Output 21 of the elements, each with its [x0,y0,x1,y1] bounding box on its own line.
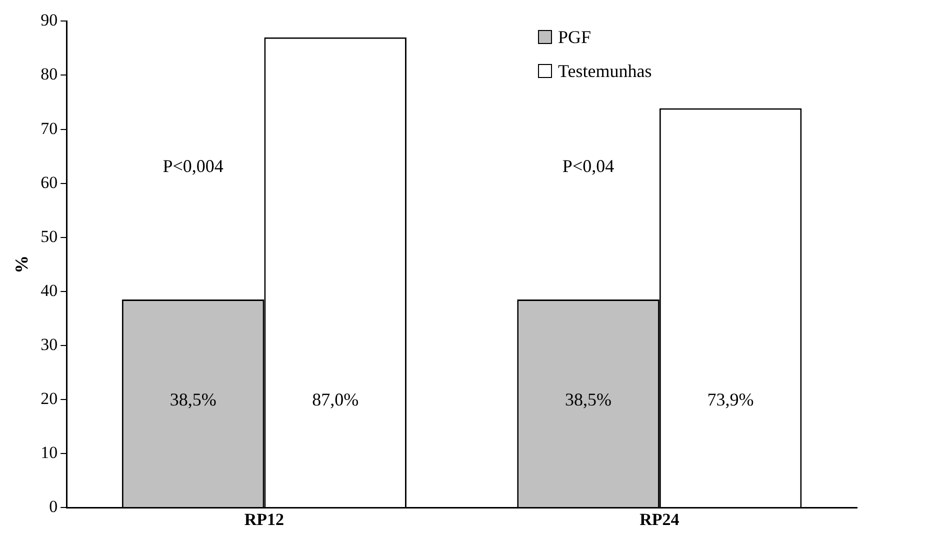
annotation: P<0,04 [562,156,614,176]
annotation: P<0,004 [162,156,224,176]
data-label: 38,5% [170,389,216,410]
data-label: 73,9% [707,389,754,410]
data-label: 38,5% [565,389,612,410]
y-tick-label: 20 [40,388,58,408]
x-tick-label: RP12 [244,510,284,530]
y-tick-label: 30 [40,334,58,354]
y-tick-label: 90 [40,10,58,30]
series-label: Testemunhas [558,60,652,83]
x-tick-label: RP24 [640,510,680,530]
y-tick-label: 70 [40,118,58,138]
legend-label: PGF [558,26,592,49]
data-label: 87,0% [312,389,359,410]
y-tick-label: 0 [49,497,58,516]
y-tick-label: 10 [40,443,58,462]
y-tick-label: 80 [40,64,58,84]
y-tick-label: 50 [40,226,58,246]
y-tick-label: 40 [40,280,58,300]
y-axis-title: % [11,255,32,274]
y-tick-label: 60 [40,172,58,192]
